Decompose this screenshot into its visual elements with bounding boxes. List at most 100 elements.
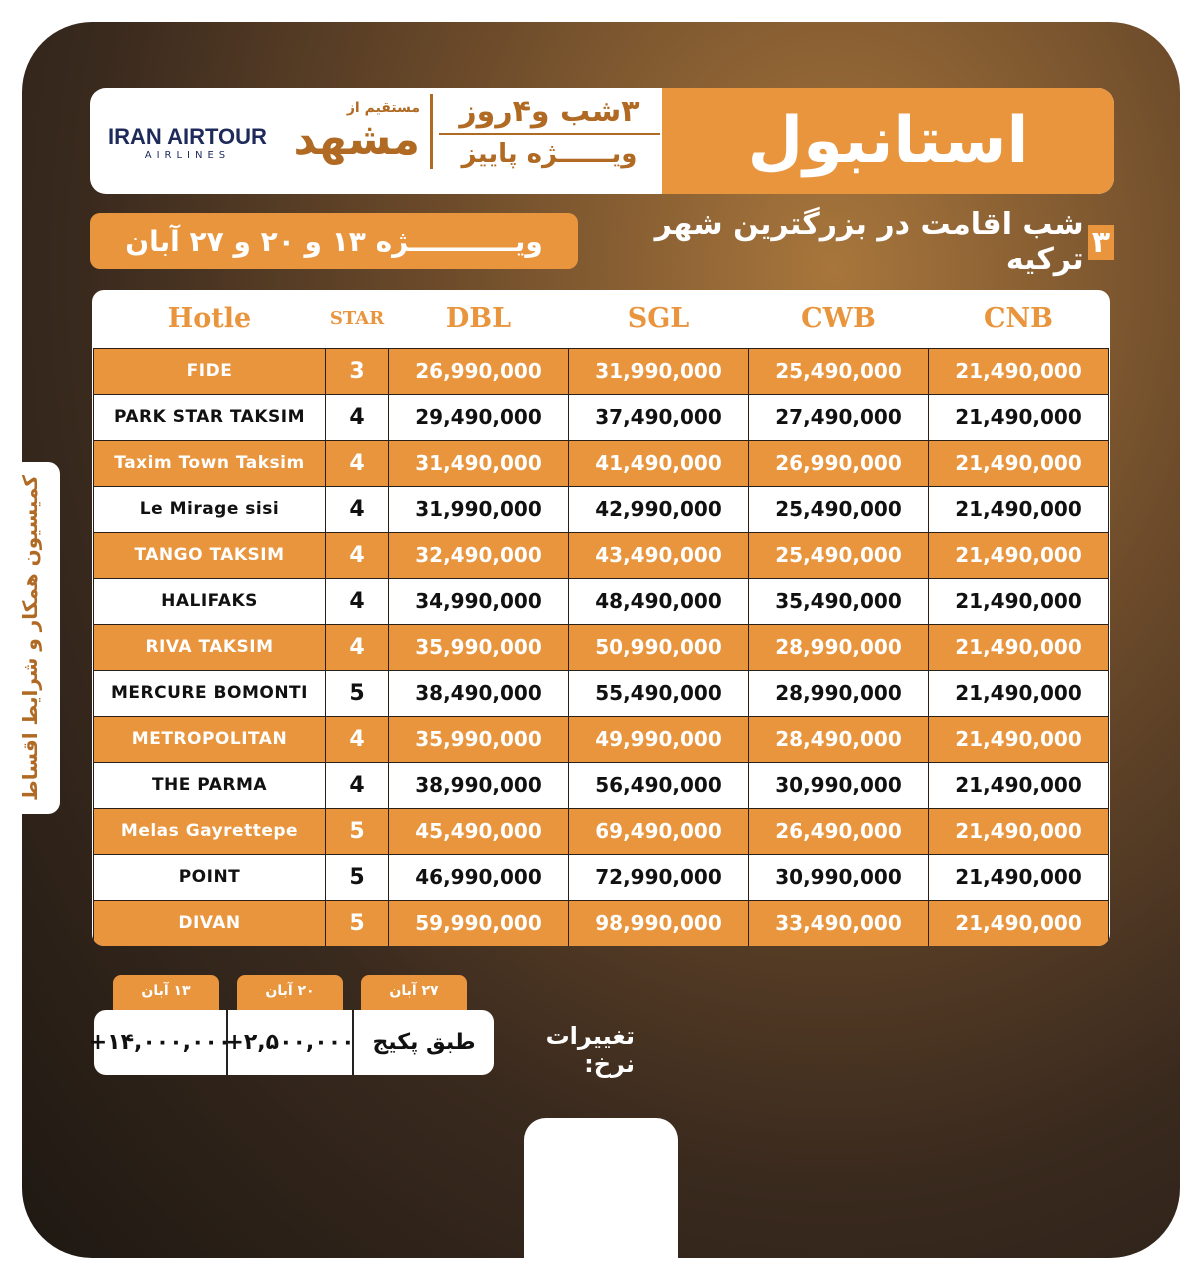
col-sgl: SGL bbox=[627, 303, 690, 335]
price-sgl: 69,490,000 bbox=[568, 807, 749, 855]
price-cwb: 27,490,000 bbox=[748, 393, 929, 441]
star-rating: 4 bbox=[325, 393, 389, 441]
side-label: کمیسیون همکار و شرایط اقساط bbox=[18, 474, 42, 802]
price-table: Hotle STAR DBL SGL CWB CNB FIDE 3 26,990,0… bbox=[92, 290, 1110, 946]
price-cwb: 33,490,000 bbox=[748, 899, 929, 946]
table-row: Le Mirage sisi 4 31,990,000 42,990,000 25,49… bbox=[93, 485, 1109, 533]
origin-city: مشهد bbox=[293, 114, 420, 165]
price-cwb: 25,490,000 bbox=[748, 347, 929, 395]
col-star: STAR bbox=[329, 308, 385, 330]
table-row: RIVA TAKSIM 4 35,990,000 50,990,000 28,990,0… bbox=[93, 623, 1109, 671]
table-row: MERCURE BOMONTI 5 38,490,000 55,490,000 28,9… bbox=[93, 669, 1109, 717]
price-cwb: 35,490,000 bbox=[748, 577, 929, 625]
airline-name: IRAN AIRTOUR bbox=[108, 124, 267, 149]
star-rating: 5 bbox=[325, 807, 389, 855]
col-hotel: Hotle bbox=[167, 303, 252, 335]
hotel-name: THE PARMA bbox=[93, 761, 326, 809]
price-sgl: 98,990,000 bbox=[568, 899, 749, 946]
table-header: Hotle STAR DBL SGL CWB CNB bbox=[94, 290, 1109, 348]
rate-change-value: طبق پکیج bbox=[372, 1030, 476, 1055]
price-dbl: 29,490,000 bbox=[388, 393, 569, 441]
price-cwb: 28,490,000 bbox=[748, 715, 929, 763]
price-cwb: 26,490,000 bbox=[748, 807, 929, 855]
price-cnb: 21,490,000 bbox=[928, 623, 1109, 671]
hotel-name: TANGO TAKSIM bbox=[93, 531, 326, 579]
price-cnb: 21,490,000 bbox=[928, 347, 1109, 395]
side-tab[interactable]: کمیسیون همکار و شرایط اقساط bbox=[0, 462, 60, 814]
price-sgl: 50,990,000 bbox=[568, 623, 749, 671]
star-rating: 3 bbox=[325, 347, 389, 395]
price-sgl: 72,990,000 bbox=[568, 853, 749, 901]
price-cnb: 21,490,000 bbox=[928, 393, 1109, 441]
price-cnb: 21,490,000 bbox=[928, 899, 1109, 946]
table-row: Taxim Town Taksim 4 31,490,000 41,490,000 26… bbox=[93, 439, 1109, 487]
subtitle-text: شب اقامت در بزرگترین شهر ترکیه bbox=[654, 207, 1084, 277]
hotel-name: POINT bbox=[93, 853, 326, 901]
star-rating: 4 bbox=[325, 531, 389, 579]
hotel-name: Taxim Town Taksim bbox=[93, 439, 326, 487]
hotel-name: Melas Gayrettepe bbox=[93, 807, 326, 855]
star-rating: 4 bbox=[325, 439, 389, 487]
price-cwb: 28,990,000 bbox=[748, 623, 929, 671]
price-dbl: 38,990,000 bbox=[388, 761, 569, 809]
star-rating: 4 bbox=[325, 761, 389, 809]
rate-change-date: ۱۳ آبان bbox=[113, 975, 219, 1015]
price-sgl: 49,990,000 bbox=[568, 715, 749, 763]
table-row: METROPOLITAN 4 35,990,000 49,990,000 28,490,… bbox=[93, 715, 1109, 763]
price-dbl: 35,990,000 bbox=[388, 715, 569, 763]
price-cnb: 21,490,000 bbox=[928, 807, 1109, 855]
price-dbl: 31,990,000 bbox=[388, 485, 569, 533]
star-rating: 5 bbox=[325, 853, 389, 901]
origin-prefix: مستقیم از bbox=[346, 100, 420, 116]
price-cwb: 30,990,000 bbox=[748, 853, 929, 901]
table-row: POINT 5 46,990,000 72,990,000 30,990,000 21,4… bbox=[93, 853, 1109, 901]
hotel-name: RIVA TAKSIM bbox=[93, 623, 326, 671]
hotel-name: PARK STAR TAKSIM bbox=[93, 393, 326, 441]
table-row: Melas Gayrettepe 5 45,490,000 69,490,000 26,… bbox=[93, 807, 1109, 855]
rate-change-date: ۲۷ آبان bbox=[361, 975, 467, 1015]
star-rating: 5 bbox=[325, 899, 389, 946]
rate-change-box: +۱۴,۰۰۰,۰۰۰ +۲,۵۰۰,۰۰۰ طبق پکیج bbox=[89, 1010, 494, 1075]
price-cnb: 21,490,000 bbox=[928, 761, 1109, 809]
subtitle-number: ۳ bbox=[1087, 224, 1114, 260]
price-cwb: 30,990,000 bbox=[748, 761, 929, 809]
price-dbl: 32,490,000 bbox=[388, 531, 569, 579]
hotel-name: METROPOLITAN bbox=[93, 715, 326, 763]
table-row: TANGO TAKSIM 4 32,490,000 43,490,000 25,490,… bbox=[93, 531, 1109, 579]
hotel-name: FIDE bbox=[93, 347, 326, 395]
table-row: FIDE 3 26,990,000 31,990,000 25,490,000 21,49… bbox=[93, 347, 1109, 395]
price-cwb: 28,990,000 bbox=[748, 669, 929, 717]
price-cwb: 25,490,000 bbox=[748, 485, 929, 533]
subtitle: ۳ شب اقامت در بزرگترین شهر ترکیه bbox=[588, 207, 1114, 277]
price-cwb: 26,990,000 bbox=[748, 439, 929, 487]
destination-title: استانبول bbox=[662, 88, 1114, 194]
rate-change-label: تغییرات نرخ: bbox=[545, 1022, 635, 1078]
price-sgl: 48,490,000 bbox=[568, 577, 749, 625]
price-cnb: 21,490,000 bbox=[928, 439, 1109, 487]
price-dbl: 35,990,000 bbox=[388, 623, 569, 671]
table-row: HALIFAKS 4 34,990,000 48,490,000 35,490,000 2… bbox=[93, 577, 1109, 625]
price-sgl: 43,490,000 bbox=[568, 531, 749, 579]
price-sgl: 56,490,000 bbox=[568, 761, 749, 809]
price-dbl: 38,490,000 bbox=[388, 669, 569, 717]
nights-days: ۳شب و۴روز bbox=[439, 94, 660, 135]
price-cnb: 21,490,000 bbox=[928, 669, 1109, 717]
price-cnb: 21,490,000 bbox=[928, 715, 1109, 763]
origin: مستقیم از مشهد bbox=[290, 100, 420, 164]
airline-logo: IRAN AIRTOUR AIRLINES bbox=[108, 124, 267, 161]
airline-sub: AIRLINES bbox=[144, 150, 231, 161]
hotel-name: MERCURE BOMONTI bbox=[93, 669, 326, 717]
price-cnb: 21,490,000 bbox=[928, 853, 1109, 901]
star-rating: 4 bbox=[325, 715, 389, 763]
price-cnb: 21,490,000 bbox=[928, 531, 1109, 579]
price-dbl: 26,990,000 bbox=[388, 347, 569, 395]
price-cnb: 21,490,000 bbox=[928, 485, 1109, 533]
star-rating: 4 bbox=[325, 577, 389, 625]
dates-badge: ویـــــــــــژه ۱۳ و ۲۰ و ۲۷ آبان bbox=[90, 213, 578, 269]
col-cnb: CNB bbox=[984, 303, 1053, 335]
price-dbl: 46,990,000 bbox=[388, 853, 569, 901]
rate-change-value: +۲,۵۰۰,۰۰۰ bbox=[225, 1010, 355, 1075]
star-rating: 4 bbox=[325, 623, 389, 671]
price-sgl: 37,490,000 bbox=[568, 393, 749, 441]
price-cnb: 21,490,000 bbox=[928, 577, 1109, 625]
